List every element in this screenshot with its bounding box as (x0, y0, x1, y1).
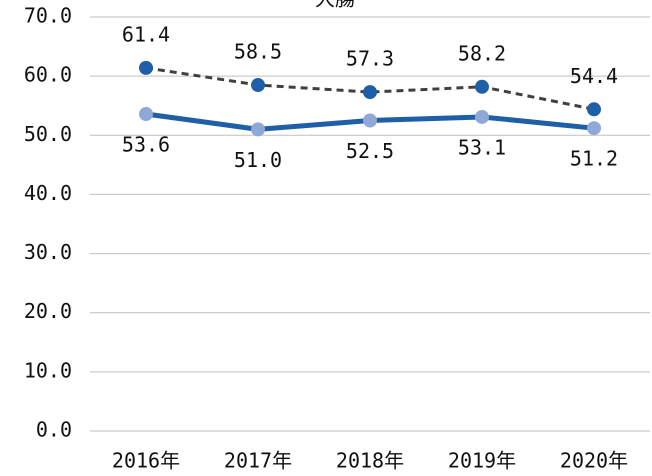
x-tick-label: 2016年 (112, 449, 180, 473)
x-tick-label: 2019年 (448, 449, 516, 473)
y-tick-label: 30.0 (24, 240, 72, 264)
data-label: 54.4 (570, 64, 618, 88)
data-point (363, 85, 377, 100)
x-tick-label: 2018年 (336, 449, 404, 473)
data-label: 51.0 (234, 148, 282, 172)
data-point (139, 106, 153, 121)
y-tick-label: 60.0 (24, 63, 72, 87)
data-point (251, 122, 265, 137)
series-line (145, 66, 595, 111)
y-tick-label: 50.0 (24, 122, 72, 146)
data-point (587, 102, 601, 117)
y-tick-label: 10.0 (24, 358, 72, 382)
y-tick-label: 20.0 (24, 299, 72, 323)
data-label: 57.3 (346, 47, 394, 71)
x-tick-label: 2020年 (560, 449, 628, 473)
data-label: 52.5 (346, 139, 394, 163)
y-tick-label: 40.0 (24, 181, 72, 205)
data-label: 58.5 (234, 40, 282, 64)
data-point (251, 78, 265, 93)
data-label: 53.1 (458, 135, 506, 159)
data-point (475, 79, 489, 94)
y-tick-label: 0.0 (36, 418, 72, 442)
data-point (139, 60, 153, 75)
data-label: 53.6 (122, 132, 170, 156)
data-point (587, 121, 601, 136)
x-tick-label: 2017年 (224, 449, 292, 473)
data-point (363, 113, 377, 128)
data-label: 51.2 (570, 147, 618, 171)
data-label: 58.2 (458, 41, 506, 65)
y-tick-label: 70.0 (24, 4, 72, 28)
data-label: 61.4 (122, 22, 170, 46)
chart-title: 大腸 (315, 0, 355, 11)
data-point (475, 109, 489, 124)
